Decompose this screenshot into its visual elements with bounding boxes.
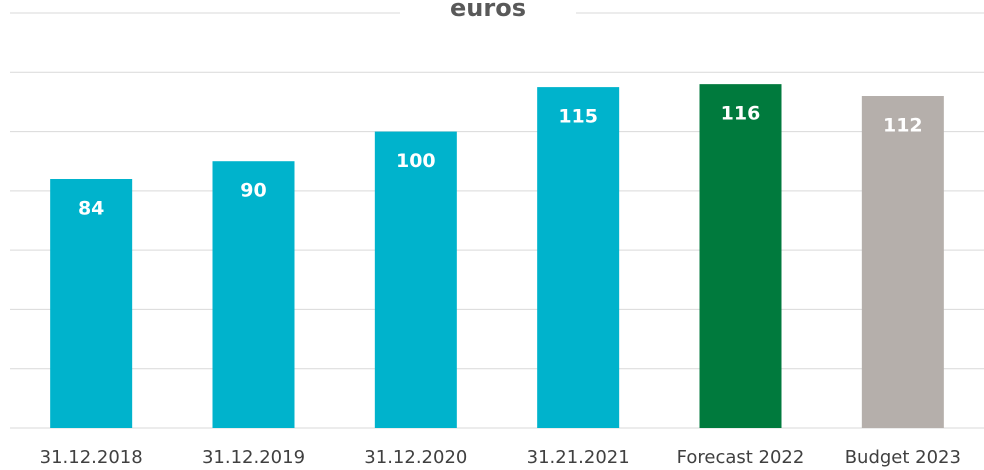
x-tick-label: 31.12.2019 [202, 447, 305, 468]
title-background [400, 0, 576, 28]
x-tick-label: Budget 2023 [845, 447, 961, 468]
bar [861, 96, 944, 428]
bar [212, 161, 295, 428]
x-tick-label: Forecast 2022 [677, 447, 805, 468]
bar [374, 131, 457, 429]
data-label: 84 [78, 198, 104, 220]
data-label: 90 [240, 180, 266, 202]
data-label: 115 [558, 106, 598, 128]
data-label: 116 [721, 103, 761, 125]
data-label: 100 [396, 150, 436, 172]
chart-title: euros [450, 0, 526, 22]
data-label: 112 [883, 115, 923, 137]
x-tick-label: 31.12.2020 [364, 447, 467, 468]
bar [50, 179, 133, 428]
x-tick-label: 31.12.2018 [40, 447, 143, 468]
bar [699, 84, 782, 429]
x-tick-label: 31.21.2021 [527, 447, 630, 468]
bar [537, 87, 620, 428]
